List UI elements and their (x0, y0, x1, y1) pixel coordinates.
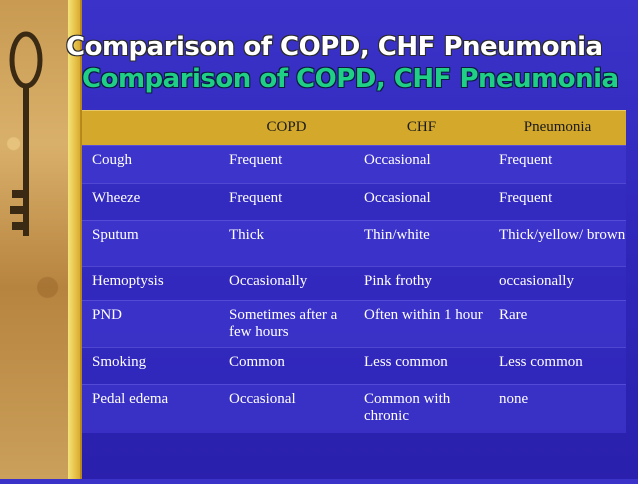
comparison-table: COPD CHF Pneumonia Cough Frequent Occasi… (82, 110, 626, 433)
table-cell: none (499, 391, 529, 407)
table-cell: Occasional (364, 152, 431, 168)
table-cell: Frequent (229, 152, 283, 168)
yellow-border-stripe (68, 0, 82, 479)
table-row: Cough Frequent Occasional Frequent (82, 145, 626, 183)
table-cell: Thin/white (364, 227, 430, 243)
row-label: PND (92, 307, 123, 323)
antique-key-icon (9, 31, 43, 236)
row-label: Cough (92, 152, 133, 168)
row-label: Sputum (92, 227, 139, 243)
table-cell: Occasional (229, 391, 296, 407)
row-label: Smoking (92, 354, 147, 370)
table-row: PND Sometimes after a few hours Often wi… (82, 300, 626, 347)
table-cell: occasionally (499, 273, 574, 289)
table-header-row: COPD CHF Pneumonia (82, 110, 626, 145)
table-cell: Common (229, 354, 285, 370)
table-cell: Often within 1 hour (364, 307, 483, 323)
table-cell: Sometimes after a few hours (229, 307, 338, 340)
table-cell: Frequent (499, 190, 553, 206)
table-row: Pedal edema Occasional Common with chron… (82, 384, 626, 433)
header-cell-chf: CHF (406, 119, 437, 135)
table-cell: Occasionally (229, 273, 308, 289)
slide-subtitle: Comparison of COPD, CHF Pneumonia (82, 64, 619, 94)
table-cell: Thick/yellow/ brown (499, 227, 626, 243)
row-label: Pedal edema (92, 391, 169, 407)
table-cell: Rare (499, 307, 528, 323)
table-cell: Pink frothy (364, 273, 432, 289)
table-cell: Frequent (499, 152, 553, 168)
table-cell: Less common (499, 354, 583, 370)
table-cell: Frequent (229, 190, 283, 206)
table-cell: Thick (229, 227, 264, 243)
table-cell: Common with chronic (364, 391, 451, 424)
antique-key-image (0, 0, 68, 479)
header-cell-empty (82, 111, 219, 145)
table-row: Wheeze Frequent Occasional Frequent (82, 183, 626, 220)
row-label: Wheeze (92, 190, 141, 206)
table-row: Sputum Thick Thin/white Thick/yellow/ br… (82, 220, 626, 266)
header-cell-copd: COPD (266, 119, 307, 135)
table-row: Smoking Common Less common Less common (82, 347, 626, 384)
slide-title: Comparison of COPD, CHF Pneumonia (66, 32, 603, 62)
row-label: Hemoptysis (92, 273, 164, 289)
table-cell: Occasional (364, 190, 431, 206)
table-row: Hemoptysis Occasionally Pink frothy occa… (82, 266, 626, 300)
table-cell: Less common (364, 354, 448, 370)
header-cell-pneumonia: Pneumonia (523, 119, 592, 135)
